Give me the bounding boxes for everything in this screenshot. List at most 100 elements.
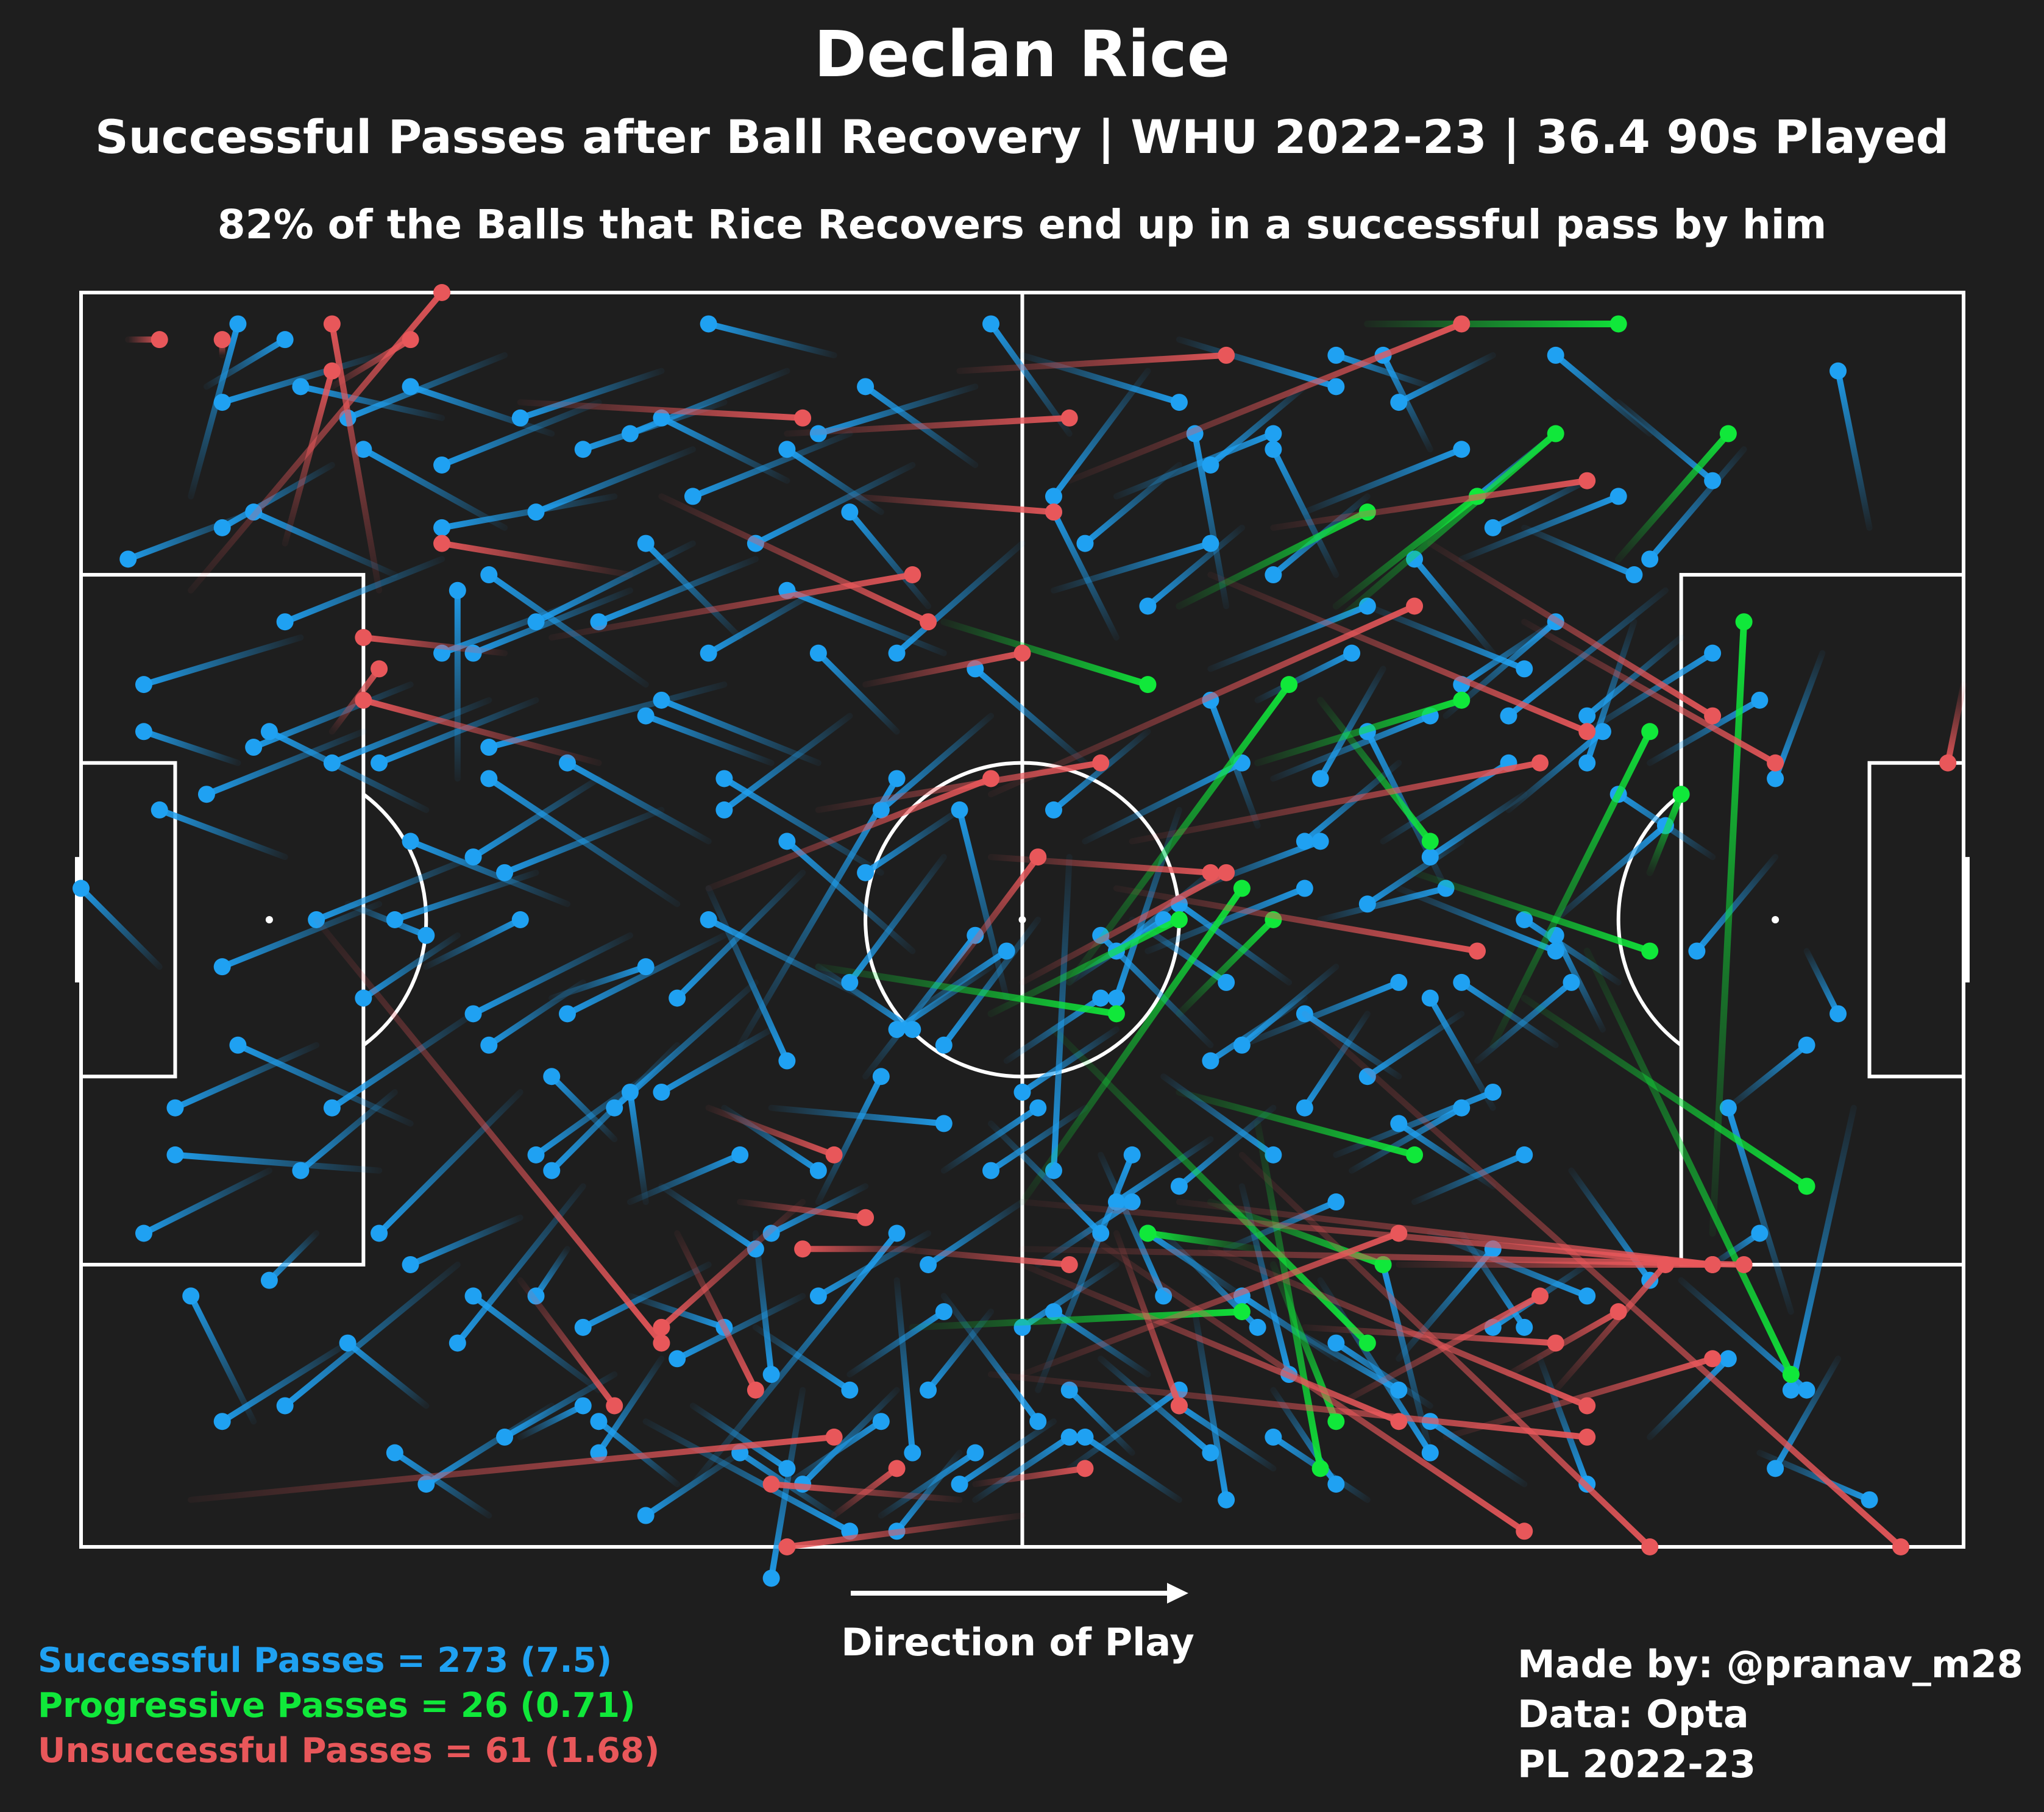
successful-pass	[1202, 995, 1308, 1070]
progressive-pass-line	[1709, 618, 1748, 1237]
successful-pass	[982, 315, 1073, 437]
successful-pass-line	[439, 603, 570, 656]
successful-pass	[260, 1230, 320, 1289]
successful-pass-end-marker	[1265, 1146, 1282, 1164]
centre-spot	[1018, 916, 1026, 923]
progressive-pass-end-marker	[1406, 1146, 1424, 1164]
credit-author: Made by: @pranav_m28	[1517, 1642, 2023, 1686]
successful-pass-end-marker	[1767, 770, 1784, 787]
successful-pass	[449, 581, 466, 782]
successful-pass	[371, 1089, 523, 1242]
progressive-pass	[1615, 425, 1737, 563]
unsuccessful-pass-end-marker	[1939, 754, 1957, 772]
successful-pass-line	[815, 1073, 884, 1206]
successful-pass	[637, 707, 775, 766]
successful-pass-line	[705, 917, 869, 1001]
successful-pass-end-marker	[323, 1099, 341, 1117]
successful-pass-line	[658, 697, 822, 766]
successful-pass	[1803, 948, 1847, 1023]
successful-pass-line	[1584, 634, 1684, 719]
successful-pass	[245, 681, 414, 756]
successful-pass-end-marker	[166, 1146, 184, 1164]
successful-pass	[846, 1303, 953, 1378]
successful-pass-end-marker	[1563, 973, 1580, 991]
successful-pass	[276, 556, 445, 631]
unsuccessful-pass-line	[658, 1199, 806, 1331]
successful-pass	[1421, 989, 1496, 1111]
successful-pass-line	[784, 587, 947, 656]
successful-pass-line	[1396, 1120, 1496, 1190]
unsuccessful-pass	[313, 917, 670, 1352]
unsuccessful-pass-end-marker	[606, 1397, 623, 1415]
successful-pass	[543, 1042, 681, 1179]
unsuccessful-pass-line	[893, 1246, 1073, 1268]
successful-pass-line	[893, 964, 995, 1033]
progressive-pass-line	[1019, 885, 1246, 1206]
successful-pass-line	[972, 666, 1088, 766]
unsuccessful-pass-line	[188, 1434, 837, 1503]
progressive-pass-end-marker	[1782, 1366, 1800, 1384]
successful-pass-end-marker	[1311, 833, 1329, 850]
successful-pass-line	[642, 1449, 743, 1519]
successful-pass	[1767, 1355, 1842, 1477]
unsuccessful-pass-end-marker	[1531, 754, 1549, 772]
successful-pass-end-marker	[715, 770, 733, 787]
successful-pass-end-marker	[276, 1397, 294, 1415]
successful-pass-end-marker	[888, 770, 906, 787]
successful-pass-end-marker	[1798, 1036, 1815, 1054]
successful-pass-end-marker	[590, 1413, 608, 1430]
left-penalty-spot	[265, 916, 273, 923]
successful-pass	[1045, 368, 1151, 505]
progressive-pass-line	[1176, 508, 1371, 609]
successful-pass	[188, 315, 247, 500]
successful-pass-end-marker	[213, 958, 231, 976]
successful-pass	[841, 503, 932, 609]
successful-pass-end-marker	[1265, 1428, 1282, 1446]
unsuccessful-pass-end-marker	[1578, 723, 1596, 741]
unsuccessful-pass	[1301, 1011, 1910, 1555]
successful-pass-end-marker	[480, 1036, 498, 1054]
unsuccessful-pass-line	[988, 603, 1418, 798]
unsuccessful-pass-end-marker	[323, 315, 341, 333]
unsuccessful-pass-line	[1945, 681, 1967, 766]
successful-pass	[260, 723, 430, 813]
successful-pass	[1092, 926, 1214, 1048]
successful-pass-line	[580, 1261, 712, 1331]
successful-pass-line	[1082, 1434, 1182, 1503]
unsuccessful-pass-end-marker	[213, 331, 231, 349]
unsuccessful-pass-end-marker	[920, 613, 937, 631]
unsuccessful-pass	[705, 770, 1000, 892]
successful-pass-end-marker	[700, 644, 717, 662]
progressive-pass-end-marker	[1453, 691, 1471, 709]
unsuccessful-pass	[433, 535, 633, 578]
successful-pass-line	[297, 1089, 398, 1174]
successful-pass-end-marker	[355, 441, 372, 458]
successful-pass-end-marker	[1547, 942, 1564, 960]
successful-pass-end-marker	[841, 1381, 859, 1399]
successful-pass-end-marker	[1861, 1491, 1878, 1508]
successful-pass-line	[1144, 885, 1308, 954]
unsuccessful-pass-end-marker	[1469, 942, 1486, 960]
successful-pass-line	[1050, 368, 1151, 500]
successful-pass-end-marker	[1076, 1428, 1094, 1446]
successful-pass-end-marker	[197, 786, 215, 803]
successful-pass	[982, 1104, 1088, 1179]
progressive-pass-line	[1646, 791, 1685, 876]
successful-pass-line	[988, 1120, 1104, 1237]
successful-pass-line	[1835, 368, 1873, 531]
progressive-pass-end-marker	[1421, 833, 1439, 850]
successful-pass-line	[689, 430, 853, 500]
unsuccessful-pass-end-marker	[1218, 346, 1235, 364]
unsuccessful-pass-line	[784, 414, 1073, 437]
successful-pass	[1327, 1334, 1433, 1409]
successful-pass-end-marker	[355, 989, 372, 1007]
unsuccessful-pass	[1396, 1256, 1722, 1273]
successful-pass	[543, 1068, 618, 1143]
successful-pass-end-marker	[182, 1287, 200, 1305]
successful-pass-line	[1427, 995, 1496, 1111]
successful-pass-end-marker	[1060, 1428, 1078, 1446]
unsuccessful-pass-line	[988, 854, 1214, 876]
successful-pass-line	[533, 1073, 649, 1158]
successful-pass	[967, 660, 1088, 766]
successful-pass	[1641, 446, 1747, 568]
